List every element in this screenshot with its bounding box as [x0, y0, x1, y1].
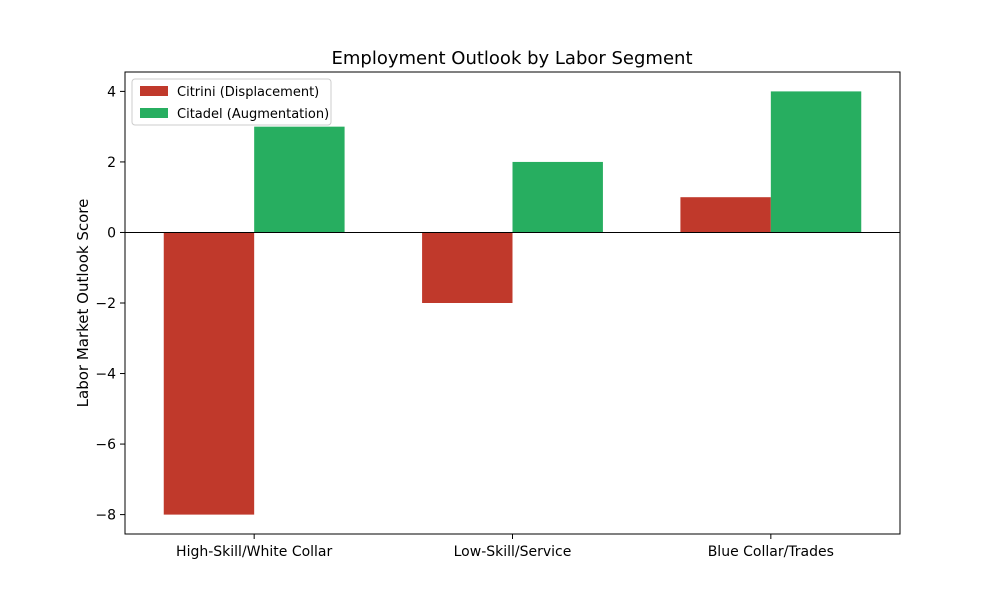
bar-series-2-category-2 [512, 161, 603, 233]
bar-series-2-category-1 [254, 126, 345, 233]
chart-title: Employment Outlook by Labor Segment [331, 48, 692, 69]
legend-swatch-1 [140, 86, 168, 96]
legend-box [131, 78, 332, 126]
y-tick-label-7: −8 [95, 508, 116, 524]
legend-label-2: Citadel (Augmentation) [177, 107, 329, 122]
y-tick-label-3: 0 [107, 225, 116, 241]
plot-area: 4 2 0 −2 −4 −6 −8 High-Skill/White Collar Low-Sk… [95, 71, 901, 560]
x-tick-label-3: Blue Collar/Trades [708, 544, 834, 560]
bar-series-1-category-3 [680, 197, 771, 233]
bar-series-1-category-1 [163, 232, 255, 515]
bar-series-1-category-2 [422, 232, 513, 303]
y-axis-label: Labor Market Outlook Score [74, 199, 92, 408]
legend-swatch-2 [140, 108, 168, 118]
bar-series-2-category-3 [770, 91, 862, 233]
y-tick-label-2: 2 [107, 155, 116, 171]
legend-label-1: Citrini (Displacement) [177, 85, 319, 100]
y-tick-label-4: −2 [95, 296, 116, 312]
x-tick-label-1: High-Skill/White Collar [176, 544, 332, 560]
legend: Citrini (Displacement) Citadel (Augmentat… [131, 78, 332, 126]
y-tick-label-1: 4 [107, 84, 116, 100]
y-tick-label-5: −4 [95, 367, 116, 383]
y-tick-label-6: −6 [95, 437, 116, 453]
x-tick-label-2: Low-Skill/Service [454, 544, 572, 560]
